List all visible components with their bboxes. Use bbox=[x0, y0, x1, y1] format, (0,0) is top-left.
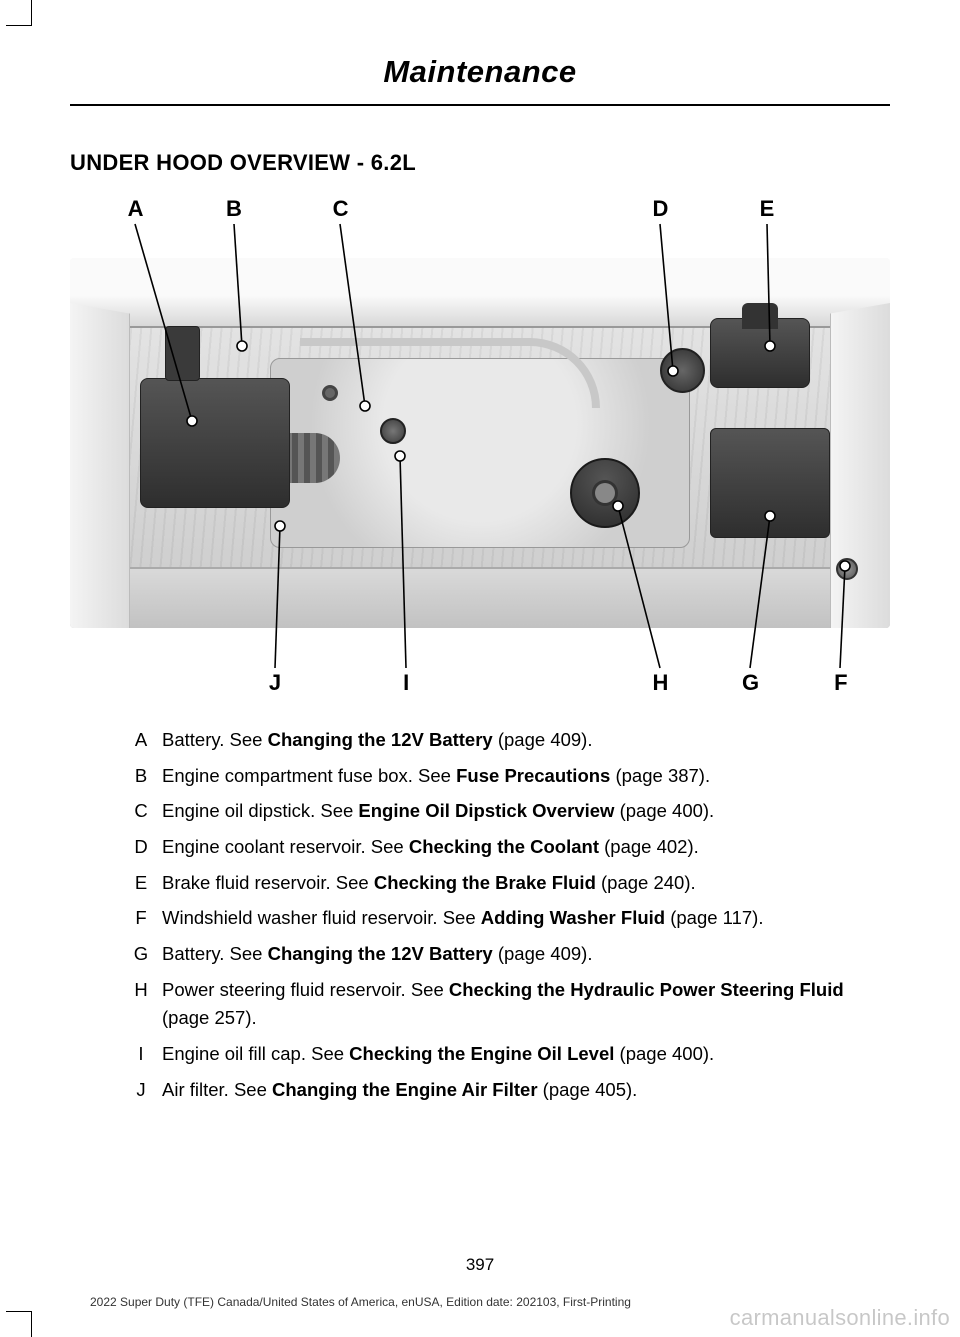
key-text: Windshield washer fluid reservoir. See A… bbox=[162, 904, 763, 933]
key-letter: A bbox=[120, 726, 162, 755]
diagram-label-B: B bbox=[226, 196, 242, 222]
key-text: Engine compartment fuse box. See Fuse Pr… bbox=[162, 762, 710, 791]
key-text: Brake fluid reservoir. See Checking the … bbox=[162, 869, 696, 898]
key-letter: D bbox=[120, 833, 162, 862]
key-row-E: EBrake fluid reservoir. See Checking the… bbox=[120, 869, 890, 898]
key-text: Battery. See Changing the 12V Battery (p… bbox=[162, 940, 592, 969]
component-key-list: ABattery. See Changing the 12V Battery (… bbox=[120, 726, 890, 1104]
engine-bay-illustration bbox=[70, 258, 890, 628]
key-letter: E bbox=[120, 869, 162, 898]
key-text: Air filter. See Changing the Engine Air … bbox=[162, 1076, 637, 1105]
key-row-D: DEngine coolant reservoir. See Checking … bbox=[120, 833, 890, 862]
diagram-label-E: E bbox=[760, 196, 775, 222]
key-row-G: GBattery. See Changing the 12V Battery (… bbox=[120, 940, 890, 969]
page-title: Maintenance bbox=[70, 54, 890, 90]
page-number: 397 bbox=[0, 1255, 960, 1275]
diagram-label-I: I bbox=[403, 670, 409, 696]
watermark: carmanualsonline.info bbox=[730, 1305, 950, 1331]
key-letter: H bbox=[120, 976, 162, 1033]
key-row-F: FWindshield washer fluid reservoir. See … bbox=[120, 904, 890, 933]
key-letter: B bbox=[120, 762, 162, 791]
footer-edition: 2022 Super Duty (TFE) Canada/United Stat… bbox=[90, 1295, 631, 1309]
diagram-label-G: G bbox=[742, 670, 759, 696]
diagram-label-C: C bbox=[333, 196, 349, 222]
key-row-C: CEngine oil dipstick. See Engine Oil Dip… bbox=[120, 797, 890, 826]
key-letter: C bbox=[120, 797, 162, 826]
diagram-label-H: H bbox=[652, 670, 668, 696]
crop-mark-bl bbox=[6, 1311, 32, 1337]
key-text: Battery. See Changing the 12V Battery (p… bbox=[162, 726, 592, 755]
key-row-B: BEngine compartment fuse box. See Fuse P… bbox=[120, 762, 890, 791]
key-text: Engine oil dipstick. See Engine Oil Dips… bbox=[162, 797, 714, 826]
key-row-I: IEngine oil fill cap. See Checking the E… bbox=[120, 1040, 890, 1069]
under-hood-diagram: A B C D E J I H G F bbox=[70, 196, 890, 696]
section-title: UNDER HOOD OVERVIEW - 6.2L bbox=[70, 150, 890, 176]
diagram-label-D: D bbox=[652, 196, 668, 222]
key-text: Engine coolant reservoir. See Checking t… bbox=[162, 833, 699, 862]
key-letter: J bbox=[120, 1076, 162, 1105]
key-letter: F bbox=[120, 904, 162, 933]
key-letter: I bbox=[120, 1040, 162, 1069]
key-row-J: JAir filter. See Changing the Engine Air… bbox=[120, 1076, 890, 1105]
key-text: Engine oil fill cap. See Checking the En… bbox=[162, 1040, 714, 1069]
key-row-A: ABattery. See Changing the 12V Battery (… bbox=[120, 726, 890, 755]
diagram-label-A: A bbox=[128, 196, 144, 222]
header-rule bbox=[70, 104, 890, 106]
diagram-label-F: F bbox=[834, 670, 847, 696]
key-letter: G bbox=[120, 940, 162, 969]
key-text: Power steering fluid reservoir. See Chec… bbox=[162, 976, 890, 1033]
key-row-H: HPower steering fluid reservoir. See Che… bbox=[120, 976, 890, 1033]
diagram-label-J: J bbox=[269, 670, 281, 696]
crop-mark-tl bbox=[6, 0, 32, 26]
